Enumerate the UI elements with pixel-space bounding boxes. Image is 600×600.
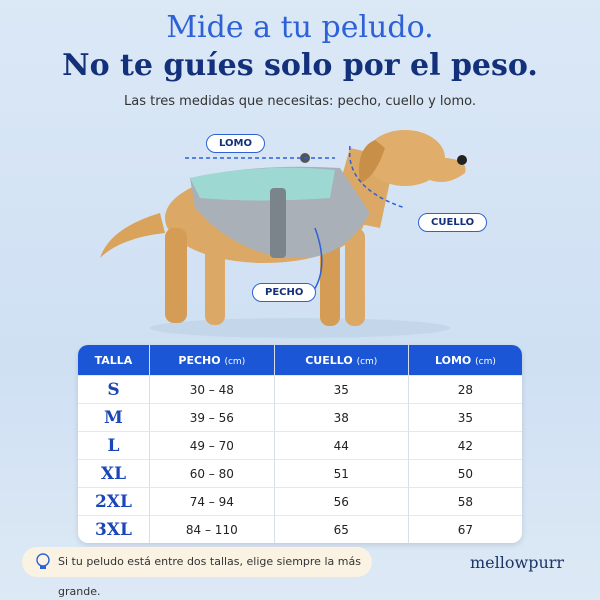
brand: mellowpurr — [470, 553, 565, 572]
subtitle: Las tres medidas que necesitas: pecho, c… — [123, 94, 477, 109]
size-cell: M — [78, 403, 149, 431]
table-header: PECHO (cm) — [148, 345, 274, 375]
table-header: TALLA — [78, 345, 149, 375]
measure-cell: 67 — [407, 515, 522, 543]
table-header: CUELLO (cm) — [273, 345, 408, 375]
measure-cell: 51 — [273, 459, 408, 487]
measure-cell: 39 – 56 — [148, 403, 274, 431]
tip: Si tu peludo está entre dos tallas, elig… — [22, 547, 372, 598]
measure-cell: 44 — [273, 431, 408, 459]
measure-cell: 30 – 48 — [148, 375, 274, 403]
header-label: PECHO — [178, 353, 221, 367]
measure-label: LOMO — [206, 134, 265, 153]
table-row: XL 60 – 80 51 50 — [78, 459, 522, 487]
measure-label: CUELLO — [418, 213, 488, 232]
measure-cell: 60 – 80 — [148, 459, 274, 487]
title: No te guíes solo por el peso. — [62, 48, 538, 83]
header-unit: (cm) — [356, 356, 378, 367]
table-row: S 30 – 48 35 28 — [78, 375, 522, 403]
size-cell: L — [78, 431, 149, 459]
measure-cell: 50 — [407, 459, 522, 487]
header-label: CUELLO — [305, 353, 353, 367]
size-cell: XL — [78, 459, 149, 487]
table-row: 2XL 74 – 94 56 58 — [78, 487, 522, 515]
measure-cell: 58 — [407, 487, 522, 515]
dog-illustration — [100, 130, 467, 338]
measure-cell: 38 — [273, 403, 408, 431]
header-label: TALLA — [94, 353, 133, 367]
size-table: TALLA PECHO (cm) CUELLO (cm) LOMO (cm) S 30 –… — [78, 345, 522, 543]
table-row: M 39 – 56 38 35 — [78, 403, 522, 431]
table-row: L 49 – 70 44 42 — [78, 431, 522, 459]
measure-cell: 56 — [273, 487, 408, 515]
measure-cell: 42 — [407, 431, 522, 459]
measure-cell: 35 — [273, 375, 408, 403]
size-cell: 2XL — [78, 487, 149, 515]
measure-cell: 28 — [407, 375, 522, 403]
header-unit: (cm) — [475, 356, 496, 367]
size-cell: S — [78, 375, 149, 403]
measure-cell: 35 — [407, 403, 522, 431]
size-cell: 3XL — [78, 515, 149, 543]
table-header: LOMO (cm) — [407, 345, 522, 375]
measure-cell: 49 – 70 — [148, 431, 274, 459]
measure-cell: 84 – 110 — [148, 515, 274, 543]
tip-text: Si tu peludo está entre dos tallas, elig… — [58, 555, 361, 598]
header-unit: (cm) — [224, 356, 246, 367]
bulb-icon — [36, 553, 50, 569]
measure-label: PECHO — [252, 283, 317, 302]
header-label: LOMO — [435, 353, 472, 367]
title: Mide a tu peludo. — [166, 10, 434, 45]
measure-cell: 74 – 94 — [148, 487, 274, 515]
measure-cell: 65 — [273, 515, 408, 543]
table-row: 3XL 84 – 110 65 67 — [78, 515, 522, 543]
